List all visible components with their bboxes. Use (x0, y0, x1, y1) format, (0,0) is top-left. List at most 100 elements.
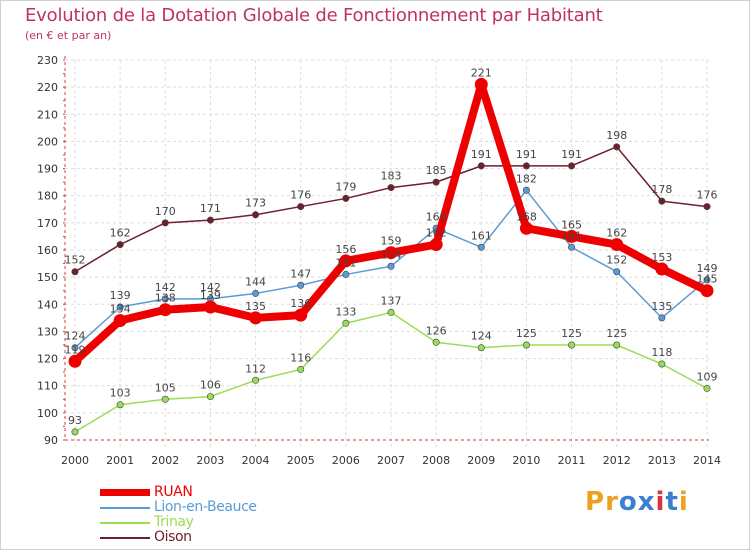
data-label-lion-en-beauce: 154 (381, 248, 402, 261)
data-label-ruan: 162 (606, 227, 627, 240)
data-point-lion-en-beauce (297, 281, 305, 289)
data-point-ruan (158, 303, 172, 317)
data-label-trinay: 103 (110, 387, 131, 400)
legend-swatch-lion-en-beauce (100, 507, 150, 509)
data-label-oison: 191 (471, 148, 492, 161)
data-label-oison: 170 (155, 205, 176, 218)
data-point-trinay (161, 395, 169, 403)
data-label-oison: 171 (200, 202, 221, 215)
data-label-trinay: 105 (155, 381, 176, 394)
data-point-trinay (568, 341, 576, 349)
data-point-oison (568, 162, 576, 170)
data-label-trinay: 106 (200, 379, 221, 392)
data-point-trinay (522, 341, 530, 349)
data-label-lion-en-beauce: 161 (471, 229, 492, 242)
data-label-trinay: 125 (561, 327, 582, 340)
data-point-ruan (655, 262, 669, 276)
x-tick-label: 2000 (61, 454, 89, 467)
data-point-oison (703, 203, 711, 211)
data-point-trinay (432, 338, 440, 346)
data-point-lion-en-beauce (477, 243, 485, 251)
data-label-ruan: 159 (381, 235, 402, 248)
x-tick-label: 2005 (287, 454, 315, 467)
data-point-ruan (429, 238, 443, 252)
logo-letter: x (637, 487, 656, 517)
data-label-ruan: 156 (335, 243, 356, 256)
data-point-lion-en-beauce (342, 270, 350, 278)
data-label-ruan: 162 (426, 227, 447, 240)
data-point-oison (613, 143, 621, 151)
data-point-trinay (116, 401, 124, 409)
data-label-lion-en-beauce: 139 (110, 289, 131, 302)
legend-label-lion-en-beauce: Lion-en-Beauce (154, 499, 257, 515)
y-tick-label: 220 (37, 81, 58, 94)
data-point-ruan (700, 284, 714, 298)
data-label-ruan: 134 (110, 303, 131, 316)
logo-letter: r (605, 487, 619, 517)
data-point-lion-en-beauce (387, 262, 395, 270)
data-label-ruan: 153 (651, 251, 672, 264)
data-label-lion-en-beauce: 152 (606, 254, 627, 267)
data-label-trinay: 93 (68, 414, 82, 427)
data-point-ruan (610, 238, 624, 252)
data-label-lion-en-beauce: 144 (245, 275, 266, 288)
x-tick-label: 2002 (151, 454, 179, 467)
data-point-oison (297, 203, 305, 211)
data-label-lion-en-beauce: 147 (290, 267, 311, 280)
data-label-ruan: 135 (245, 300, 266, 313)
x-tick-label: 2004 (242, 454, 270, 467)
data-label-lion-en-beauce: 124 (65, 330, 86, 343)
y-tick-label: 140 (37, 298, 58, 311)
data-point-oison (432, 178, 440, 186)
data-label-lion-en-beauce: 182 (516, 172, 537, 185)
x-tick-label: 2001 (106, 454, 134, 467)
data-label-oison: 176 (290, 189, 311, 202)
data-label-ruan: 168 (516, 210, 537, 223)
data-label-trinay: 112 (245, 362, 266, 375)
logo-letter: P (585, 487, 606, 517)
data-point-ruan (113, 314, 127, 328)
data-point-oison (161, 219, 169, 227)
data-point-lion-en-beauce (116, 303, 124, 311)
data-point-trinay (252, 376, 260, 384)
data-point-oison (477, 162, 485, 170)
data-label-oison: 191 (516, 148, 537, 161)
y-tick-label: 200 (37, 135, 58, 148)
data-label-ruan: 165 (561, 218, 582, 231)
logo-letter: t (665, 487, 679, 517)
x-tick-label: 2006 (332, 454, 360, 467)
data-point-lion-en-beauce (613, 268, 621, 276)
data-point-trinay (387, 308, 395, 316)
data-point-ruan (68, 354, 82, 368)
legend-label-oison: Oison (154, 529, 192, 545)
data-point-lion-en-beauce (658, 314, 666, 322)
data-point-oison (658, 197, 666, 205)
data-label-lion-en-beauce: 135 (651, 300, 672, 313)
data-label-oison: 198 (606, 129, 627, 142)
data-label-lion-en-beauce: 161 (561, 229, 582, 242)
x-tick-label: 2014 (693, 454, 721, 467)
data-label-trinay: 125 (606, 327, 627, 340)
data-point-ruan (294, 308, 308, 322)
data-label-oison: 162 (110, 227, 131, 240)
logo-letter: i (655, 487, 666, 517)
data-label-ruan: 139 (200, 289, 221, 302)
y-tick-label: 150 (37, 271, 58, 284)
data-point-oison (71, 268, 79, 276)
logo-letter: i (678, 487, 689, 517)
data-point-trinay (613, 341, 621, 349)
y-tick-label: 130 (37, 325, 58, 338)
data-point-ruan (249, 311, 263, 325)
data-label-oison: 183 (381, 170, 402, 183)
y-tick-label: 180 (37, 190, 58, 203)
proxiti-logo: Proxiti (585, 487, 689, 517)
data-label-trinay: 137 (381, 294, 402, 307)
data-label-trinay: 109 (697, 370, 718, 383)
data-point-trinay (658, 360, 666, 368)
data-point-ruan (339, 254, 353, 268)
legend-label-trinay: Trinay (154, 514, 194, 530)
data-label-trinay: 125 (516, 327, 537, 340)
data-label-oison: 179 (335, 180, 356, 193)
